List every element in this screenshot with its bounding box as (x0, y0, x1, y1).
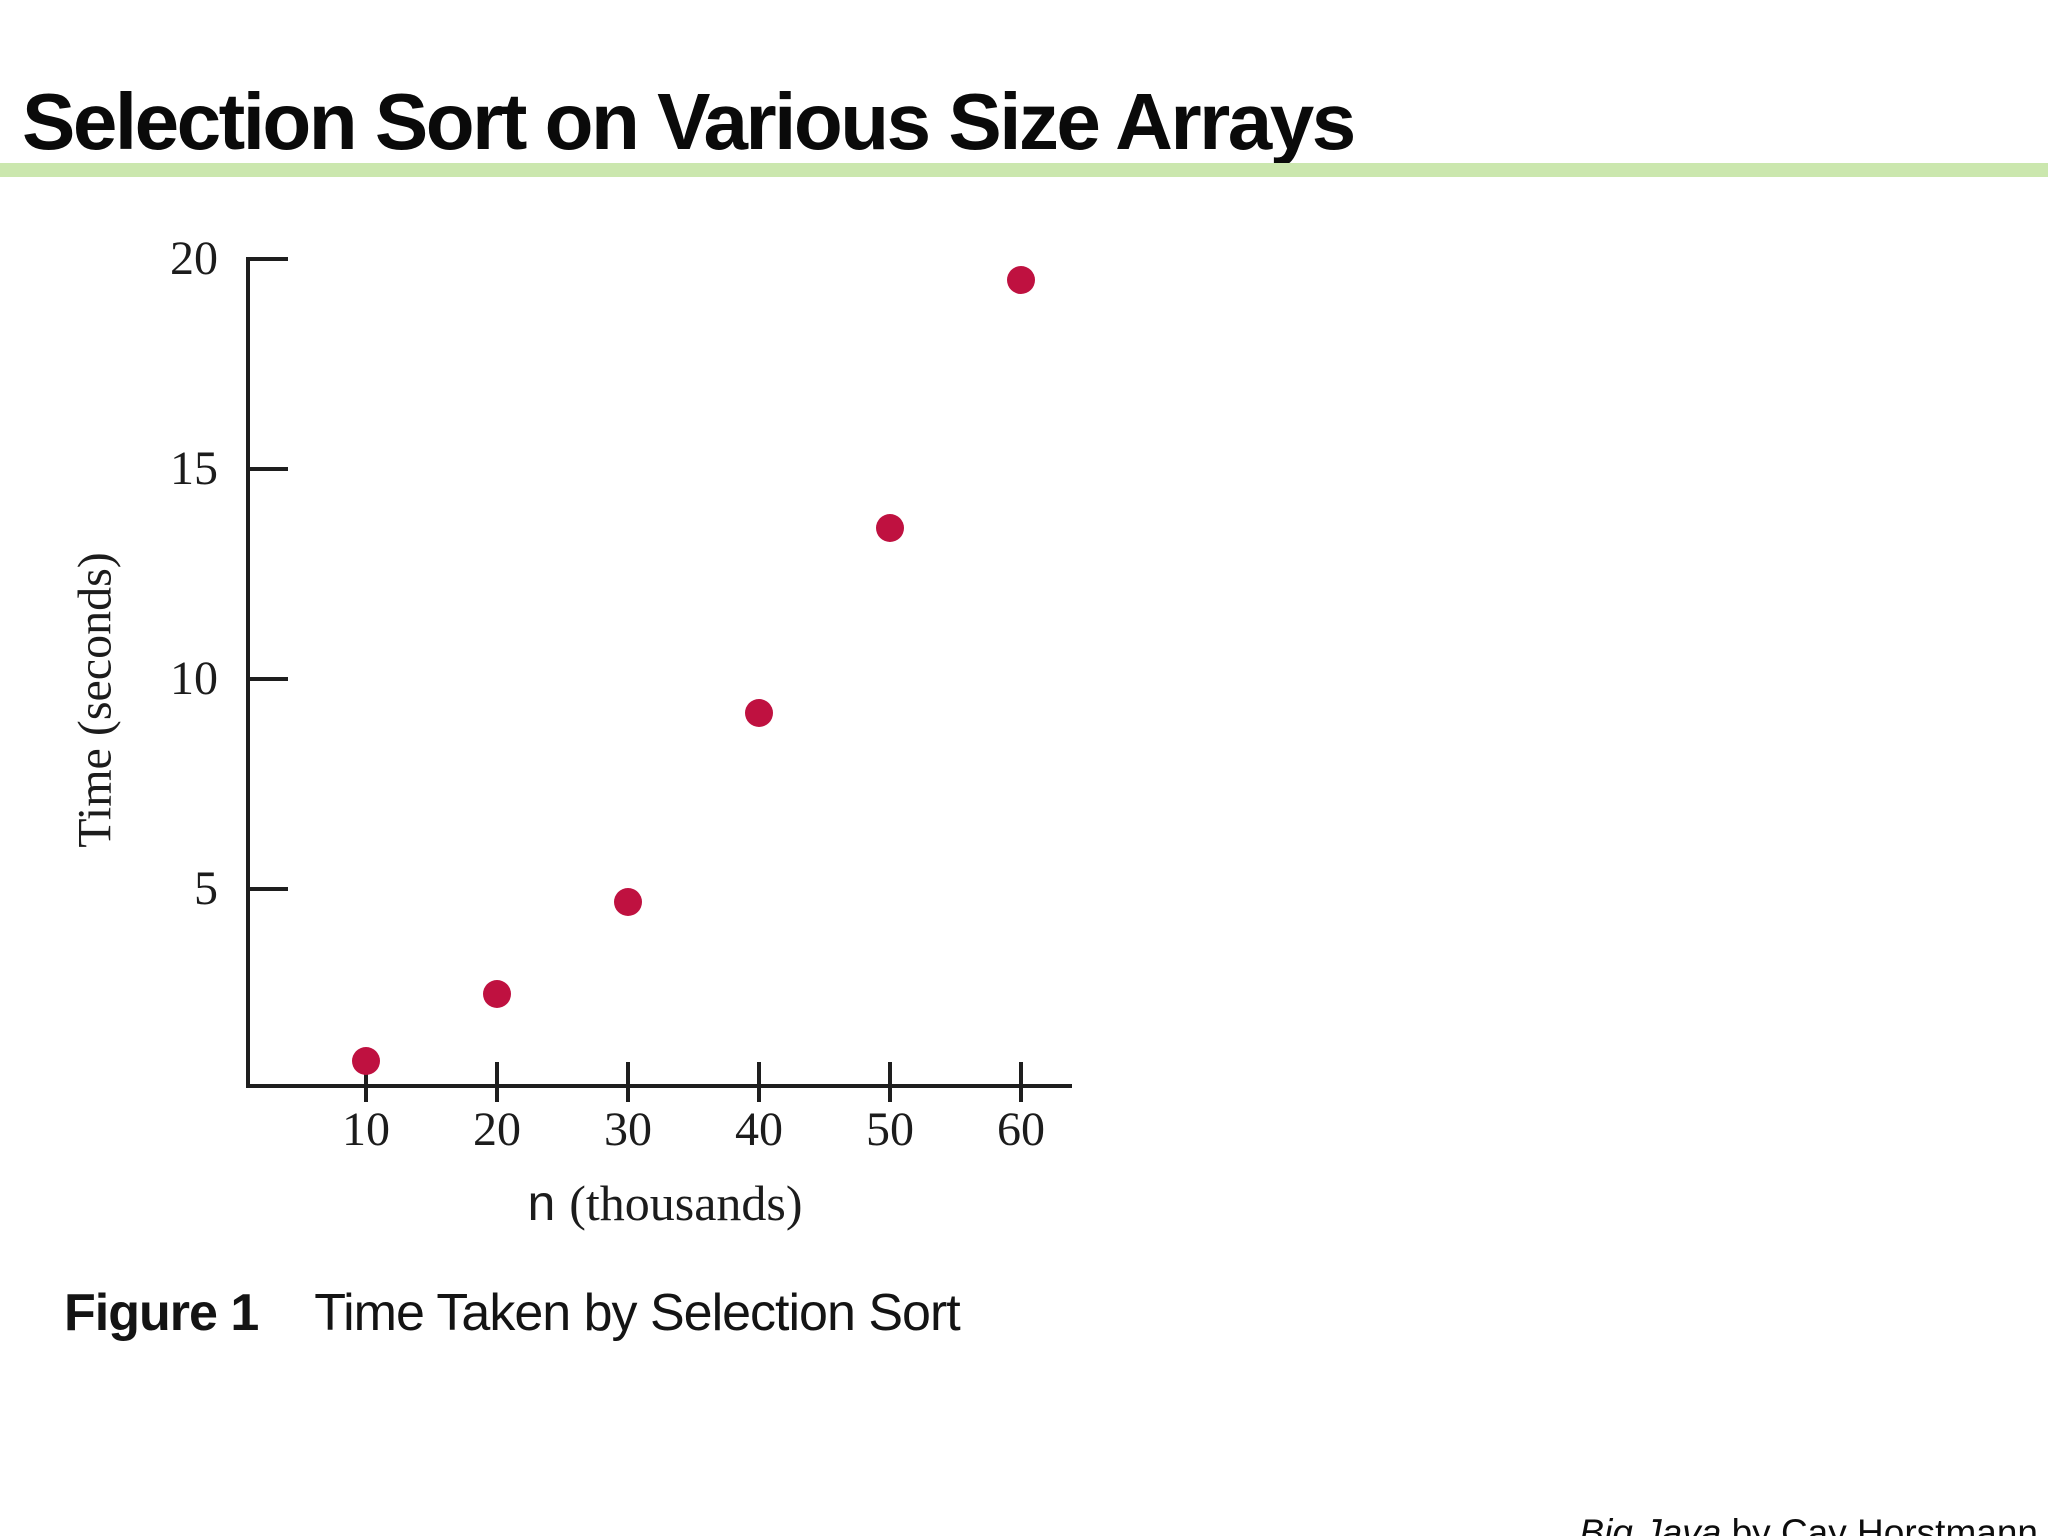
x-tick (757, 1062, 761, 1102)
y-tick-label: 10 (170, 652, 218, 705)
slide-title: Selection Sort on Various Size Arrays (22, 77, 1356, 166)
x-axis-variable: n (527, 1175, 556, 1231)
y-tick-label: 15 (170, 442, 218, 495)
x-tick-label: 40 (735, 1103, 783, 1156)
y-axis-line (246, 257, 250, 1088)
copyright-footer: Big Java by Cay Horstmann Copyright © 20… (1044, 1428, 2038, 1536)
y-tick (246, 467, 288, 471)
x-axis-unit: (thousands) (569, 1175, 803, 1231)
y-tick (246, 677, 288, 681)
y-tick (246, 257, 288, 261)
x-tick-label: 60 (997, 1103, 1045, 1156)
y-axis-title: Time (seconds) (68, 552, 122, 848)
data-point (483, 980, 511, 1008)
x-axis-title: n (thousands) (430, 1174, 900, 1232)
x-tick (626, 1062, 630, 1102)
y-tick-label: 5 (194, 862, 218, 915)
x-tick (1019, 1062, 1023, 1102)
x-tick-label: 50 (866, 1103, 914, 1156)
book-author: by Cay Horstmann (1721, 1512, 2038, 1536)
x-tick (495, 1062, 499, 1102)
data-point (352, 1047, 380, 1076)
x-axis-line (246, 1084, 1072, 1088)
figure-caption-label: Figure 1 (64, 1284, 259, 1342)
x-tick (888, 1062, 892, 1102)
data-point (745, 698, 773, 727)
x-tick-label: 20 (473, 1103, 521, 1156)
book-title: Big Java (1579, 1512, 1722, 1536)
figure-caption: Figure 1 Time Taken by Selection Sort (64, 1283, 961, 1343)
y-tick-label: 20 (170, 232, 218, 285)
figure-caption-text: Time Taken by Selection Sort (314, 1284, 960, 1342)
book-credit-line: Big Java by Cay Horstmann (1044, 1512, 2038, 1536)
y-tick (246, 887, 288, 891)
x-tick (364, 1062, 368, 1102)
data-point (876, 513, 904, 542)
data-point (614, 887, 642, 916)
x-tick-label: 10 (342, 1103, 390, 1156)
data-point (1007, 266, 1035, 294)
title-accent-bar (0, 163, 2048, 177)
x-tick-label: 30 (604, 1103, 652, 1156)
